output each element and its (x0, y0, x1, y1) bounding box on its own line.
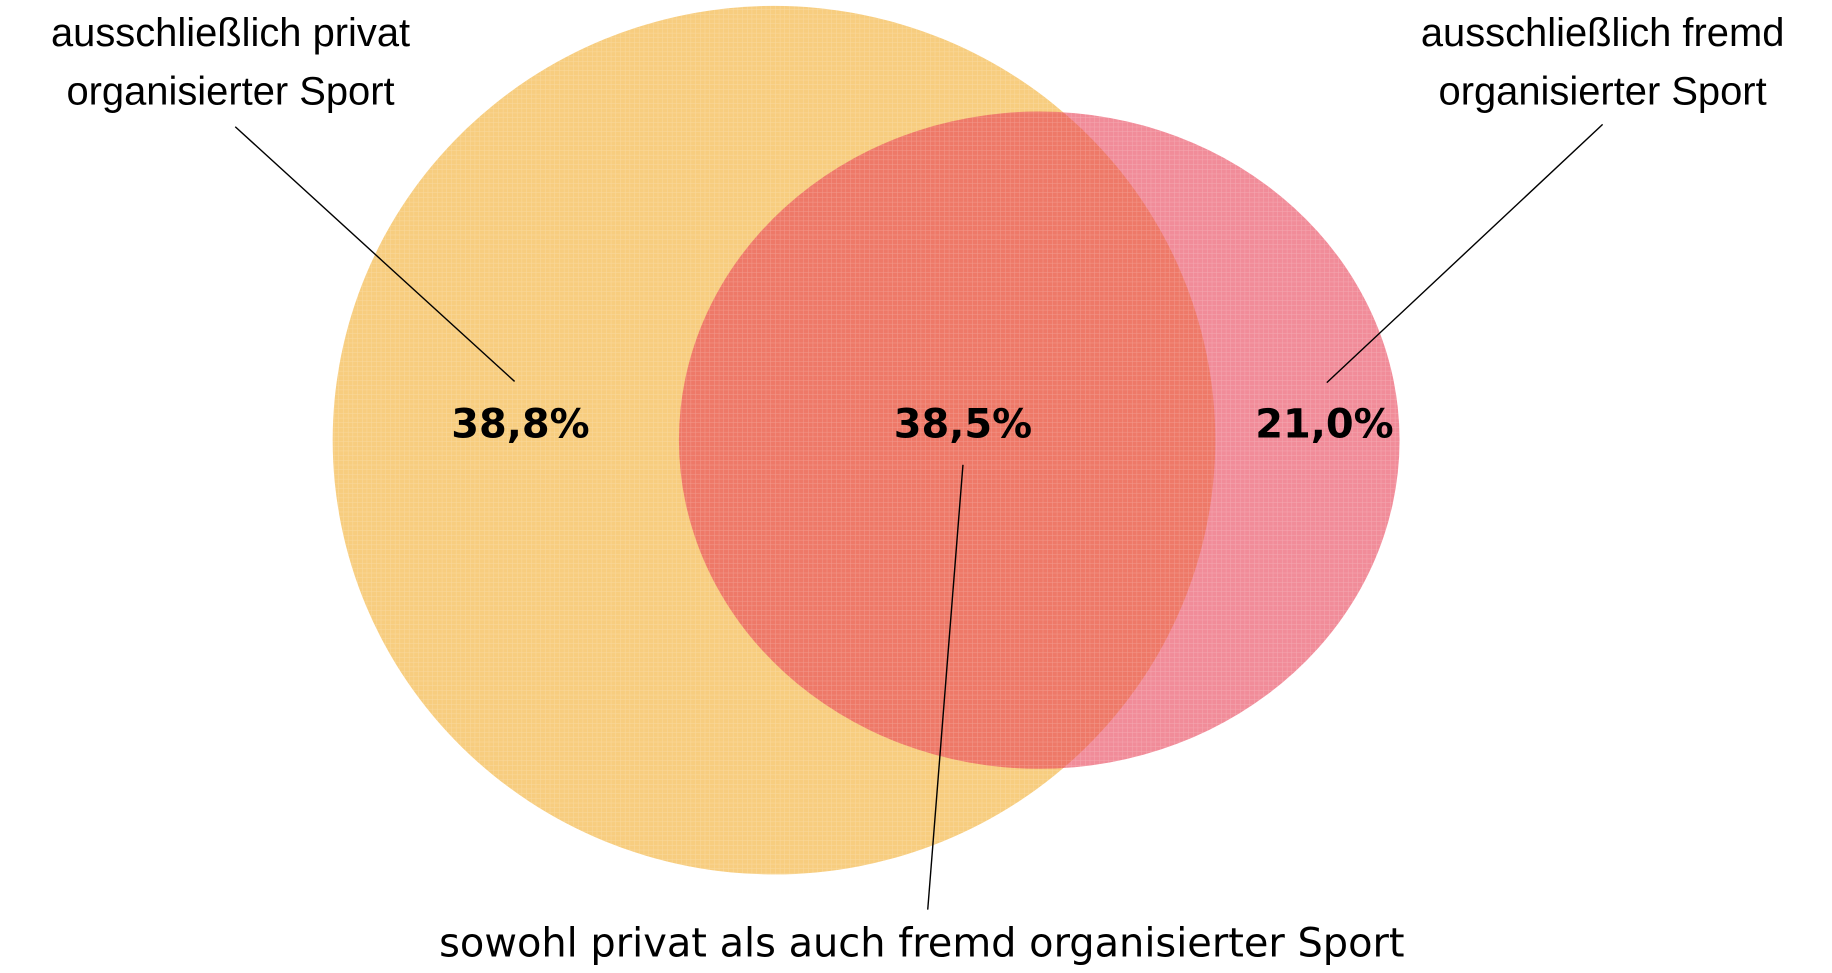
leader-line (234, 126, 516, 382)
set-label: ausschließlich fremd (1421, 11, 1785, 55)
set-label: organisierter Sport (1439, 69, 1767, 113)
value-label: 21,0% (1255, 402, 1393, 448)
leader-line (927, 464, 964, 910)
leader-line (1326, 123, 1604, 384)
set-label: organisierter Sport (66, 69, 394, 113)
overlap-label: sowohl privat als auch fremd organisiert… (439, 921, 1404, 967)
value-label: 38,5% (894, 402, 1032, 448)
value-label: 38,8% (451, 402, 589, 448)
set-label: ausschließlich privat (51, 11, 410, 55)
